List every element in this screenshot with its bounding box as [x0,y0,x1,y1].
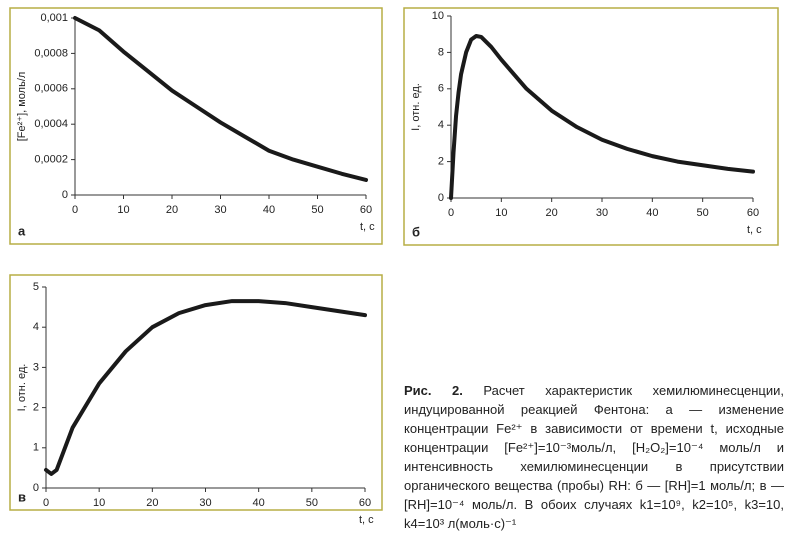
y-tick-label: 0,0008 [34,47,68,59]
y-tick-label: 0,0004 [34,118,68,130]
x-axis-label: t, c [747,224,762,236]
panel-frame [403,7,779,246]
x-tick-label: 40 [253,497,265,509]
y-axis-label: I, отн. ед. [410,83,422,131]
x-tick-label: 10 [495,207,507,219]
x-axis-label: t, c [359,514,374,526]
y-tick-label: 0 [438,192,444,204]
y-tick-label: 0,0006 [34,83,68,95]
y-tick-label: 0 [62,189,68,201]
x-tick-label: 50 [306,497,318,509]
y-tick-label: 3 [33,361,39,373]
x-tick-label: 60 [747,207,759,219]
panel-label: в [18,489,26,504]
y-tick-label: 4 [438,119,444,131]
y-tick-label: 0 [33,482,39,494]
y-tick-label: 2 [33,402,39,414]
x-tick-label: 60 [360,204,372,216]
panel-label: б [412,224,420,239]
caption: Рис. 2. Расчет характеристик хемилюминес… [404,381,784,533]
x-tick-label: 10 [93,497,105,509]
y-tick-label: 8 [438,46,444,58]
x-tick-label: 40 [646,207,658,219]
y-tick-label: 4 [33,321,39,333]
x-tick-label: 30 [596,207,608,219]
y-axis-label: [Fe²⁺], моль/л [16,72,28,142]
x-tick-label: 40 [263,204,275,216]
y-axis-label: I, отн. ед. [16,364,28,412]
data-line [73,16,368,182]
x-tick-label: 50 [311,204,323,216]
panel-label: а [18,223,26,238]
x-tick-label: 20 [146,497,158,509]
data-line [449,34,755,200]
y-tick-label: 0,0002 [34,154,68,166]
x-tick-label: 30 [214,204,226,216]
x-tick-label: 20 [546,207,558,219]
y-tick-label: 0,001 [40,12,68,24]
caption-label: Рис. 2. [404,383,463,398]
y-tick-label: 1 [33,442,39,454]
x-axis-label: t, c [360,221,375,233]
x-tick-label: 0 [448,207,454,219]
caption-text: Расчет характеристик хемилюминесценции, … [404,383,784,531]
y-tick-label: 10 [432,10,444,22]
x-tick-label: 0 [72,204,78,216]
x-tick-label: 30 [199,497,211,509]
y-tick-label: 6 [438,83,444,95]
x-tick-label: 10 [117,204,129,216]
y-tick-label: 2 [438,156,444,168]
panel-frame [9,7,383,245]
data-line [44,299,367,476]
y-tick-label: 5 [33,281,39,293]
x-tick-label: 50 [697,207,709,219]
x-tick-label: 20 [166,204,178,216]
x-tick-label: 0 [43,497,49,509]
panel-frame [9,274,383,511]
x-tick-label: 60 [359,497,371,509]
